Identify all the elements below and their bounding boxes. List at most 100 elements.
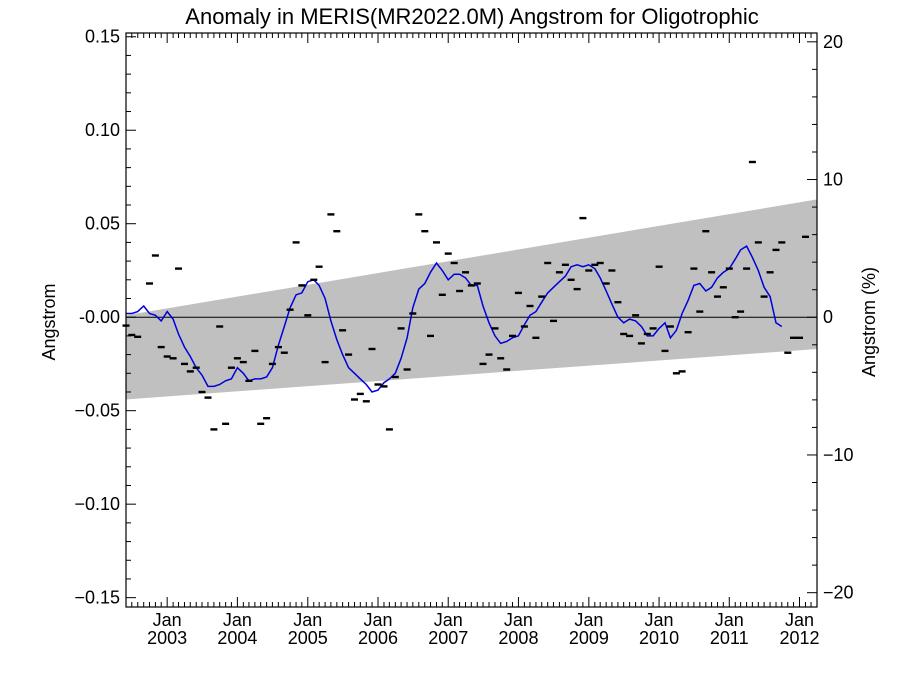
data-point [380, 385, 388, 388]
data-point [186, 370, 194, 373]
data-point [802, 235, 809, 238]
data-point [509, 334, 516, 338]
data-point [374, 383, 382, 386]
data-point [134, 335, 142, 338]
data-point [503, 368, 511, 371]
data-point [251, 349, 259, 353]
data-point [719, 286, 727, 289]
data-point [192, 366, 200, 369]
left-tick-label: −0.05 [74, 401, 120, 421]
data-point [327, 213, 335, 216]
data-point [661, 349, 669, 353]
data-point [708, 271, 716, 274]
data-point [245, 379, 253, 382]
data-point [544, 261, 552, 265]
data-point [391, 375, 399, 379]
data-point [520, 325, 528, 328]
data-point [796, 336, 803, 339]
y-axis-label-left: Angstrom [39, 283, 59, 360]
data-point [748, 160, 756, 164]
data-point [128, 333, 136, 337]
smoothed-line [126, 245, 783, 393]
data-point [567, 278, 575, 281]
data-point [239, 360, 247, 364]
right-tick-label: −20 [823, 583, 854, 603]
x-tick-year: 2008 [498, 628, 538, 648]
data-point [163, 355, 171, 358]
x-tick-month: Jan [574, 610, 603, 630]
data-point [427, 334, 434, 338]
data-point [397, 327, 405, 330]
data-point [227, 366, 235, 369]
right-tick-label: 10 [823, 170, 843, 190]
x-tick-month: Jan [715, 610, 744, 630]
data-point [151, 254, 159, 257]
left-tick-label: -0.00 [79, 307, 120, 327]
data-point [315, 265, 323, 268]
data-point [637, 342, 645, 345]
data-point [268, 362, 276, 366]
smoothed-series [126, 245, 783, 393]
data-point [175, 267, 182, 270]
data-point [169, 357, 177, 360]
x-tick-year: 2006 [358, 628, 398, 648]
data-point [743, 267, 751, 270]
right-tick-label: 0 [823, 307, 833, 327]
data-point [274, 345, 282, 349]
data-point [310, 278, 318, 281]
data-point [450, 261, 458, 265]
x-tick-year: 2012 [779, 628, 819, 648]
data-point [438, 293, 446, 296]
data-point [321, 360, 329, 364]
data-point [526, 304, 534, 308]
x-tick-month: Jan [785, 610, 814, 630]
data-point [754, 241, 762, 244]
chart-title: Anomaly in MERIS(MR2022.0M) Angstrom for… [185, 4, 758, 29]
data-point [778, 241, 786, 244]
data-point [596, 261, 604, 265]
y-axis-label-right: Angstrom (%) [859, 267, 879, 377]
data-point [497, 357, 505, 360]
left-tick-label: −0.15 [74, 588, 120, 608]
data-point [614, 301, 622, 304]
x-axis: Jan2003Jan2004Jan2005Jan2006Jan2007Jan20… [125, 33, 820, 648]
data-point [620, 332, 628, 336]
data-point [766, 271, 774, 274]
data-point [280, 351, 288, 354]
data-point [263, 417, 271, 420]
x-tick-year: 2009 [569, 628, 609, 648]
data-point [555, 271, 563, 274]
data-point [561, 263, 569, 266]
left-tick-label: 0.05 [85, 214, 120, 234]
x-tick-month: Jan [293, 610, 322, 630]
data-point [550, 319, 557, 323]
data-point [714, 295, 721, 298]
data-point [672, 372, 680, 375]
x-tick-month: Jan [504, 610, 533, 630]
data-point [233, 357, 241, 360]
data-point [403, 368, 411, 371]
x-tick-year: 2007 [428, 628, 468, 648]
data-point [760, 295, 768, 298]
data-point [204, 396, 212, 399]
left-tick-label: 0.15 [85, 27, 120, 47]
data-point [415, 213, 423, 216]
data-point [573, 287, 581, 291]
left-tick-label: −0.10 [74, 494, 120, 514]
data-point [421, 230, 429, 233]
data-point [790, 336, 797, 339]
left-y-axis: 0.15 0.10 0.05 -0.00 −0.05 −0.10 −0.15 [74, 27, 136, 608]
data-point [784, 351, 792, 354]
data-point [666, 325, 674, 328]
data-point [456, 289, 464, 293]
data-point [655, 265, 663, 268]
data-point [649, 327, 657, 330]
data-point [678, 370, 686, 373]
data-point [608, 269, 616, 272]
data-point [356, 392, 364, 396]
x-tick-month: Jan [434, 610, 463, 630]
data-point [591, 263, 599, 266]
data-point [333, 230, 341, 233]
data-point [146, 282, 153, 285]
